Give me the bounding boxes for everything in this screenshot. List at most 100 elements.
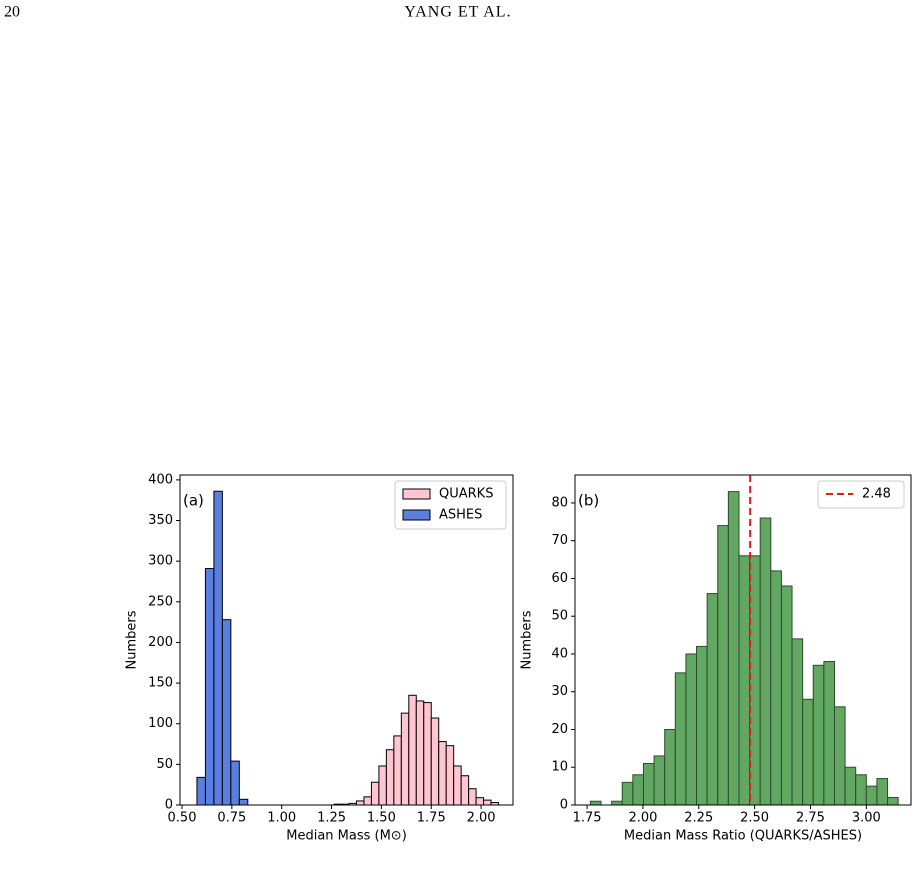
histogram-bar bbox=[706, 593, 719, 806]
legend-box bbox=[817, 480, 905, 509]
x-axis-label: Median Mass Ratio (QUARKS/ASHES) bbox=[624, 829, 862, 844]
histogram-bar bbox=[802, 698, 814, 806]
histogram-bar bbox=[727, 491, 740, 806]
y-tick-label: 40 bbox=[551, 646, 568, 661]
x-axis-label: Median Mass (M⊙) bbox=[286, 829, 407, 844]
y-tick-label: 20 bbox=[551, 722, 568, 737]
x-tick-label: 1.50 bbox=[367, 811, 396, 826]
y-tick-label: 400 bbox=[148, 472, 173, 487]
histogram-bar bbox=[363, 796, 372, 806]
histogram-bar bbox=[385, 749, 395, 806]
histogram-bar bbox=[204, 567, 215, 806]
histogram-bar bbox=[674, 672, 687, 806]
histogram-bar bbox=[468, 788, 477, 806]
x-tick-label: 2.75 bbox=[796, 811, 825, 826]
y-tick-label: 50 bbox=[156, 757, 173, 772]
y-tick-label: 60 bbox=[551, 571, 568, 586]
x-tick-label: 1.75 bbox=[417, 811, 446, 826]
x-tick-label: 1.25 bbox=[317, 811, 346, 826]
histogram-bar bbox=[833, 706, 846, 806]
y-tick-label: 0 bbox=[165, 798, 173, 813]
histogram-bar bbox=[438, 741, 447, 806]
histogram-bar bbox=[876, 778, 889, 806]
histogram-bar bbox=[221, 619, 232, 806]
histogram-bar bbox=[196, 776, 206, 806]
y-tick-label: 100 bbox=[148, 716, 173, 731]
histogram-bar bbox=[621, 781, 634, 806]
y-tick-label: 250 bbox=[148, 594, 173, 609]
x-tick-label: 2.25 bbox=[684, 811, 713, 826]
histogram-bar bbox=[653, 755, 666, 806]
x-tick-label: 2.00 bbox=[628, 811, 657, 826]
x-tick-label: 2.00 bbox=[467, 811, 496, 826]
histogram-bar bbox=[791, 638, 804, 806]
legend-label: QUARKS bbox=[439, 487, 493, 502]
histogram-bar bbox=[770, 570, 782, 806]
histogram-bar bbox=[611, 800, 623, 806]
histogram-bar bbox=[230, 760, 240, 806]
histogram-bar bbox=[780, 585, 793, 806]
legend-label: 2.48 bbox=[862, 487, 891, 502]
histogram-bar bbox=[213, 490, 223, 806]
y-tick-label: 30 bbox=[551, 684, 568, 699]
histogram-bar bbox=[642, 762, 655, 806]
y-axis-label: Numbers bbox=[520, 610, 535, 669]
y-tick-label: 0 bbox=[560, 798, 568, 813]
histogram-bar bbox=[717, 525, 729, 806]
histogram-bar bbox=[685, 653, 698, 806]
y-tick-label: 50 bbox=[551, 609, 568, 624]
histogram-bar bbox=[475, 797, 485, 806]
histogram-bar bbox=[460, 775, 470, 806]
histogram-bar bbox=[408, 694, 417, 806]
x-tick-label: 3.00 bbox=[852, 811, 881, 826]
histogram-bar bbox=[483, 799, 492, 806]
legend-swatch bbox=[402, 509, 431, 521]
panel-label: (b) bbox=[578, 492, 599, 510]
plot-frame bbox=[179, 474, 514, 806]
y-tick-label: 350 bbox=[148, 513, 173, 528]
histogram-bar bbox=[400, 712, 410, 806]
histogram-bar bbox=[355, 800, 365, 806]
histogram-bar bbox=[393, 735, 402, 806]
histogram-bar bbox=[738, 555, 751, 806]
histogram-bar bbox=[423, 702, 432, 806]
histogram-bar bbox=[855, 774, 867, 806]
histogram-bar bbox=[865, 785, 878, 806]
plot-frame bbox=[574, 474, 912, 806]
y-tick-label: 300 bbox=[148, 554, 173, 569]
y-tick-label: 200 bbox=[148, 635, 173, 650]
panel-label: (a) bbox=[183, 492, 204, 510]
histogram-bar bbox=[589, 800, 602, 806]
y-axis-label: Numbers bbox=[125, 610, 140, 669]
page-number: 20 bbox=[4, 4, 20, 21]
histogram-bar bbox=[445, 745, 455, 806]
histogram-bar bbox=[238, 798, 249, 806]
histogram-bar bbox=[370, 781, 380, 806]
x-tick-label: 0.75 bbox=[217, 811, 246, 826]
histogram-bar bbox=[664, 728, 676, 806]
legend-label: ASHES bbox=[439, 508, 482, 523]
histogram-bar bbox=[453, 765, 462, 806]
histogram-bar bbox=[632, 774, 644, 806]
x-tick-label: 0.50 bbox=[168, 811, 197, 826]
legend-swatch bbox=[402, 488, 431, 500]
histogram-bar bbox=[823, 661, 835, 806]
x-tick-label: 2.50 bbox=[740, 811, 769, 826]
running-title: YANG ET AL. bbox=[404, 4, 511, 21]
histogram-bar bbox=[378, 765, 387, 806]
histogram-bar bbox=[749, 555, 761, 806]
y-tick-label: 70 bbox=[551, 533, 568, 548]
x-tick-label: 1.75 bbox=[573, 811, 602, 826]
y-tick-label: 150 bbox=[148, 676, 173, 691]
histogram-bar bbox=[844, 766, 857, 806]
x-tick-label: 1.00 bbox=[267, 811, 296, 826]
histogram-bar bbox=[812, 664, 825, 806]
histogram-bar bbox=[696, 645, 708, 806]
y-tick-label: 80 bbox=[551, 495, 568, 510]
histogram-bar bbox=[887, 796, 899, 806]
histogram-bar bbox=[415, 700, 425, 806]
histogram-bar bbox=[759, 517, 772, 806]
y-tick-label: 10 bbox=[551, 760, 568, 775]
histogram-bar bbox=[430, 717, 440, 806]
